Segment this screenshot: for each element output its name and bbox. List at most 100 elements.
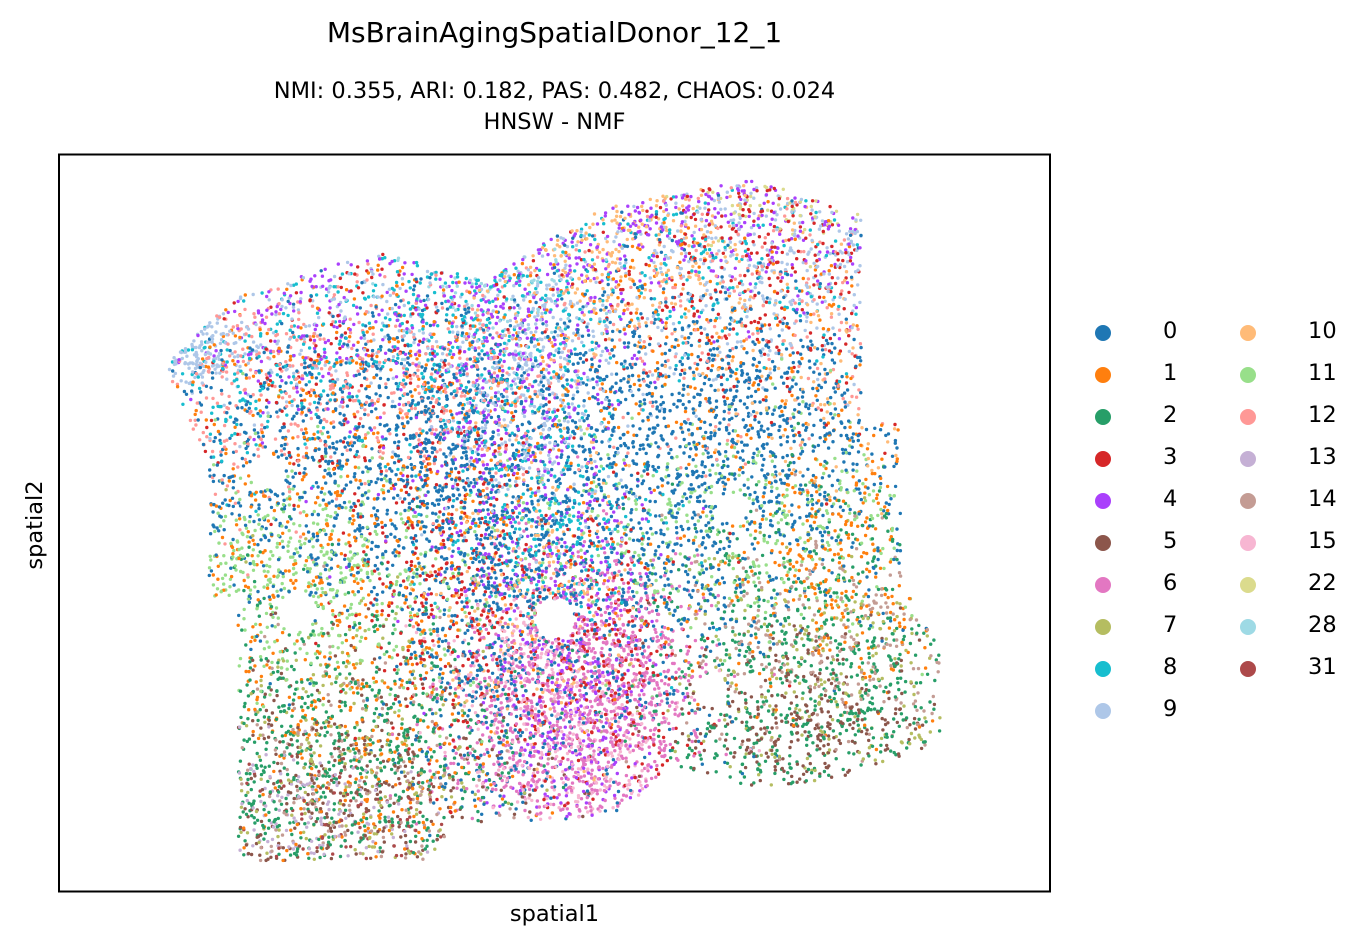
point-cluster-8: [414, 474, 418, 478]
point-cluster-3: [776, 276, 780, 280]
point-cluster-2: [469, 718, 473, 722]
point-cluster-14: [246, 768, 250, 772]
point-cluster-0: [367, 482, 371, 487]
point-cluster-0: [487, 533, 492, 537]
point-cluster-3: [467, 611, 472, 615]
point-cluster-0: [723, 290, 728, 295]
point-cluster-0: [558, 423, 563, 427]
point-cluster-9: [809, 247, 813, 251]
point-cluster-1: [347, 540, 351, 545]
point-cluster-6: [659, 679, 664, 683]
point-cluster-3: [795, 257, 799, 261]
point-cluster-8: [464, 299, 468, 304]
point-cluster-4: [844, 248, 848, 252]
point-cluster-0: [491, 600, 496, 605]
point-cluster-0: [231, 537, 235, 542]
point-cluster-4: [630, 356, 634, 361]
point-cluster-0: [579, 601, 583, 605]
point-cluster-0: [483, 536, 487, 540]
point-cluster-4: [451, 484, 455, 489]
point-cluster-0: [690, 708, 694, 713]
point-cluster-0: [327, 501, 331, 505]
point-cluster-5: [375, 792, 379, 797]
point-cluster-0: [796, 396, 800, 400]
point-cluster-11: [833, 456, 837, 461]
point-cluster-2: [744, 649, 749, 654]
point-cluster-0: [495, 584, 499, 588]
point-cluster-3: [451, 698, 456, 702]
point-cluster-2: [303, 822, 307, 826]
point-cluster-0: [449, 451, 453, 455]
point-cluster-10: [892, 427, 897, 431]
point-cluster-7: [668, 611, 672, 616]
point-cluster-2: [652, 601, 656, 605]
point-cluster-0: [425, 506, 429, 510]
point-cluster-0: [779, 375, 784, 379]
point-cluster-12: [280, 396, 285, 400]
point-cluster-0: [248, 459, 252, 464]
point-cluster-0: [578, 356, 583, 361]
point-cluster-13: [237, 771, 242, 775]
point-cluster-11: [268, 557, 272, 561]
point-cluster-0: [669, 447, 673, 452]
point-cluster-5: [686, 694, 690, 699]
point-cluster-12: [432, 461, 437, 466]
point-cluster-6: [655, 619, 659, 623]
point-cluster-2: [274, 807, 278, 811]
point-cluster-9: [345, 260, 350, 265]
point-cluster-0: [495, 484, 499, 488]
point-cluster-9: [837, 229, 841, 233]
point-cluster-8: [247, 334, 251, 338]
point-cluster-2: [310, 693, 314, 697]
point-cluster-15: [515, 800, 520, 804]
point-cluster-3: [292, 503, 296, 508]
point-cluster-1: [890, 594, 894, 599]
point-cluster-12: [837, 328, 842, 332]
point-cluster-1: [251, 729, 255, 734]
point-cluster-1: [467, 770, 471, 775]
point-cluster-12: [388, 432, 392, 436]
point-cluster-11: [327, 467, 331, 471]
point-cluster-0: [578, 351, 582, 356]
point-cluster-0: [606, 555, 610, 560]
point-cluster-10: [776, 366, 781, 371]
point-cluster-11: [268, 564, 272, 569]
point-cluster-0: [314, 376, 319, 380]
point-cluster-5: [764, 751, 769, 755]
point-cluster-0: [429, 400, 433, 405]
point-cluster-11: [215, 587, 220, 591]
point-cluster-0: [758, 369, 762, 373]
point-cluster-0: [591, 386, 596, 390]
point-cluster-5: [396, 694, 400, 699]
point-cluster-0: [299, 393, 303, 398]
point-cluster-1: [387, 340, 392, 344]
point-cluster-0: [799, 483, 803, 487]
point-cluster-31: [315, 846, 319, 850]
point-cluster-0: [301, 431, 306, 436]
point-cluster-0: [486, 566, 490, 570]
point-cluster-2: [334, 777, 339, 781]
point-cluster-11: [227, 593, 231, 597]
point-cluster-0: [762, 500, 767, 505]
point-cluster-2: [932, 638, 936, 642]
point-cluster-0: [844, 317, 848, 321]
point-cluster-11: [348, 508, 352, 513]
point-cluster-8: [502, 353, 506, 357]
point-cluster-1: [464, 514, 468, 518]
point-cluster-4: [640, 517, 645, 521]
point-cluster-0: [709, 454, 713, 459]
point-cluster-1: [246, 530, 250, 534]
point-cluster-11: [776, 521, 780, 525]
point-cluster-1: [212, 343, 216, 347]
point-cluster-0: [598, 503, 602, 507]
point-cluster-11: [394, 582, 398, 587]
point-cluster-10: [547, 560, 551, 565]
point-cluster-3: [451, 738, 455, 742]
point-cluster-0: [409, 462, 413, 467]
point-cluster-11: [606, 453, 610, 457]
point-cluster-8: [503, 284, 507, 288]
point-cluster-9: [184, 380, 188, 384]
point-cluster-0: [811, 386, 815, 391]
point-cluster-2: [872, 555, 876, 559]
point-cluster-5: [460, 815, 464, 820]
